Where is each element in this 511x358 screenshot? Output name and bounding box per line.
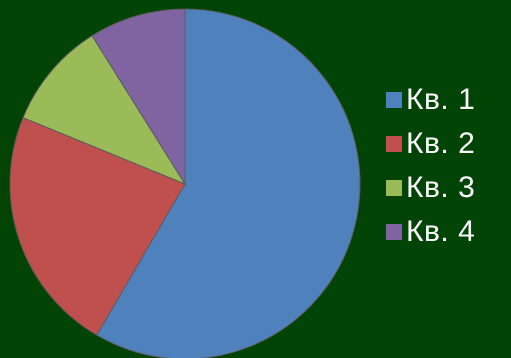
pie-slice-q2: [9, 117, 186, 336]
legend-label-q4: Кв. 4: [406, 215, 476, 248]
legend-swatch-q1: [386, 92, 402, 108]
legend-item-q2: Кв. 2: [386, 122, 506, 166]
legend-swatch-q3: [386, 180, 402, 196]
legend-item-q4: Кв. 4: [386, 210, 506, 254]
pie-slice-q1: [96, 8, 361, 358]
legend-label-q1: Кв. 1: [406, 83, 476, 116]
legend-label-q2: Кв. 2: [406, 127, 476, 160]
pie-slice-q4: [91, 8, 186, 186]
legend-swatch-q2: [386, 136, 402, 152]
legend-item-q3: Кв. 3: [386, 166, 506, 210]
legend: Кв. 1 Кв. 2 Кв. 3 Кв. 4: [386, 78, 506, 254]
legend-label-q3: Кв. 3: [406, 171, 476, 204]
legend-item-q1: Кв. 1: [386, 78, 506, 122]
legend-swatch-q4: [386, 224, 402, 240]
pie-slice-q3: [22, 35, 187, 186]
